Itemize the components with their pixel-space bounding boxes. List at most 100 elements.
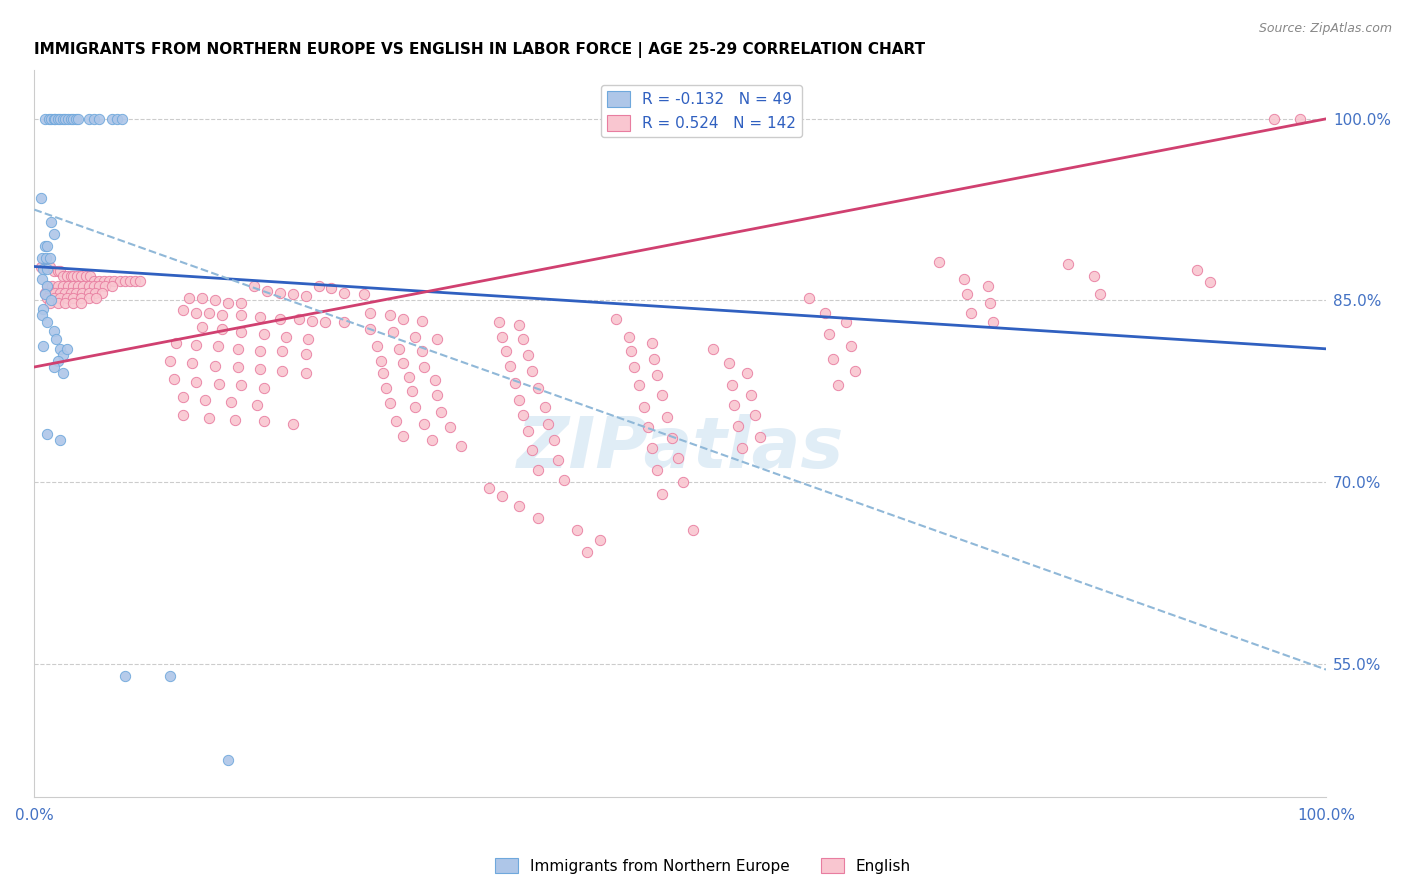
Point xyxy=(288,311,311,326)
Point xyxy=(228,342,250,356)
Point xyxy=(49,112,72,126)
Point xyxy=(643,351,665,366)
Point xyxy=(533,400,555,414)
Point xyxy=(844,363,866,377)
Point xyxy=(391,311,413,326)
Point xyxy=(55,342,77,356)
Point xyxy=(576,545,599,559)
Point xyxy=(651,487,673,501)
Point xyxy=(620,344,643,359)
Point xyxy=(527,463,550,477)
Point xyxy=(333,315,356,329)
Point xyxy=(93,274,115,288)
Point xyxy=(45,332,67,346)
Point xyxy=(83,278,105,293)
Point xyxy=(52,278,75,293)
Point xyxy=(426,332,449,346)
Point xyxy=(229,308,252,322)
Point xyxy=(294,346,316,360)
Point xyxy=(172,303,194,318)
Point xyxy=(269,286,291,301)
Point xyxy=(839,339,862,353)
Point xyxy=(508,499,530,513)
Point xyxy=(253,380,276,394)
Point xyxy=(56,278,79,293)
Point xyxy=(39,215,62,229)
Point xyxy=(617,329,640,343)
Point xyxy=(46,278,69,293)
Point xyxy=(737,366,759,380)
Point xyxy=(70,269,93,284)
Point xyxy=(623,359,645,374)
Point xyxy=(229,378,252,392)
Point xyxy=(163,372,186,386)
Point xyxy=(191,291,214,305)
Point xyxy=(744,409,766,423)
Point xyxy=(281,287,304,301)
Point xyxy=(682,524,704,538)
Point xyxy=(31,308,53,322)
Point xyxy=(77,286,100,301)
Point xyxy=(817,327,839,342)
Point xyxy=(37,315,59,329)
Point xyxy=(1056,257,1078,271)
Point xyxy=(672,475,695,489)
Point xyxy=(39,112,62,126)
Point xyxy=(87,278,110,293)
Point xyxy=(101,278,124,293)
Point xyxy=(55,269,77,284)
Point xyxy=(411,344,433,359)
Point xyxy=(219,395,242,409)
Point xyxy=(228,359,250,374)
Point xyxy=(249,344,271,359)
Point xyxy=(37,291,59,305)
Point xyxy=(666,450,689,465)
Point xyxy=(645,368,668,383)
Point xyxy=(87,274,110,288)
Point xyxy=(229,295,252,310)
Point xyxy=(565,524,588,538)
Point xyxy=(1198,275,1220,289)
Point xyxy=(84,286,107,301)
Point xyxy=(37,426,59,441)
Point xyxy=(166,335,188,350)
Point xyxy=(46,112,69,126)
Point xyxy=(366,339,388,353)
Point xyxy=(641,441,664,455)
Point xyxy=(294,366,316,380)
Point xyxy=(374,380,396,394)
Point xyxy=(547,453,569,467)
Point xyxy=(979,295,1001,310)
Point xyxy=(129,274,152,288)
Point xyxy=(34,112,56,126)
Point xyxy=(520,363,543,377)
Point xyxy=(118,274,141,288)
Point xyxy=(67,112,90,126)
Point xyxy=(44,112,66,126)
Point xyxy=(1088,287,1111,301)
Point xyxy=(378,396,401,410)
Point xyxy=(271,363,294,377)
Point xyxy=(172,409,194,423)
Point xyxy=(53,112,76,126)
Point xyxy=(75,269,97,284)
Point xyxy=(398,369,420,384)
Point xyxy=(321,281,343,295)
Point xyxy=(70,286,93,301)
Point xyxy=(207,339,229,353)
Point xyxy=(413,359,436,374)
Point xyxy=(39,293,62,308)
Point xyxy=(928,254,950,268)
Legend: Immigrants from Northern Europe, English: Immigrants from Northern Europe, English xyxy=(489,852,917,880)
Point xyxy=(827,378,849,392)
Point xyxy=(430,405,453,419)
Point xyxy=(101,112,124,126)
Point xyxy=(38,295,60,310)
Point xyxy=(1185,263,1208,277)
Point xyxy=(420,433,443,447)
Point xyxy=(42,264,65,278)
Point xyxy=(159,668,181,682)
Point xyxy=(35,251,58,265)
Point xyxy=(30,190,52,204)
Point xyxy=(37,278,59,293)
